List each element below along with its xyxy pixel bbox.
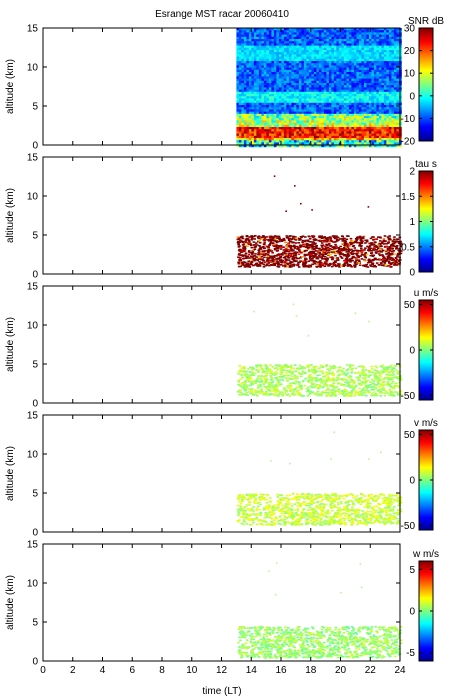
colorbar-label: tau s — [415, 159, 437, 170]
y-tick-label: 15 — [27, 153, 39, 164]
colorbar-tick-label: 1 — [409, 217, 415, 228]
y-tick-label: 10 — [27, 63, 39, 74]
heatmap-cells — [236, 28, 402, 148]
x-axis-label: time (LT) — [202, 686, 241, 697]
colorbar-tick-label: 1.5 — [401, 192, 415, 203]
colorbar-tick-label: 20 — [404, 46, 416, 57]
y-tick-label: 0 — [32, 141, 38, 152]
colorbar-tick-label: 0 — [409, 346, 415, 357]
colorbar-label: w m/s — [412, 549, 439, 560]
y-tick-label: 10 — [27, 579, 39, 590]
colorbar-tick-label: -50 — [401, 391, 416, 402]
colorbar-tick-label: -10 — [401, 114, 416, 125]
x-tick-label: 4 — [100, 665, 106, 676]
y-axis-label: altitude (km) — [5, 575, 16, 630]
colorbar-tick-label: 0 — [409, 476, 415, 487]
panel-3: 0 5 10 15 altitude (km) u m/s50 0 -50 — [5, 282, 438, 410]
colorbar-tick-label: 0 — [409, 607, 415, 618]
x-tick-label: 24 — [394, 665, 406, 676]
figure-title: Esrange MST racar 20060410 — [155, 9, 289, 20]
heatmap-cells — [237, 303, 403, 397]
x-tick-label: 10 — [186, 665, 198, 676]
colorbar — [418, 27, 434, 142]
colorbar-tick-label: -5 — [406, 648, 415, 659]
heatmap-cells — [236, 175, 403, 268]
x-tick-label: 16 — [275, 665, 287, 676]
x-tick-label: 6 — [129, 665, 135, 676]
y-tick-label: 0 — [32, 270, 38, 281]
x-tick-label: 20 — [335, 665, 347, 676]
x-tick-label: 0 — [40, 665, 46, 676]
y-tick-label: 0 — [32, 528, 38, 539]
y-tick-label: 0 — [32, 399, 38, 410]
y-axis-label: altitude (km) — [5, 188, 16, 243]
y-tick-label: 5 — [32, 360, 38, 371]
x-tick-label: 12 — [216, 665, 228, 676]
x-tick-label: 14 — [246, 665, 258, 676]
panel-4: 0 5 10 15 altitude (km) v m/s50 0 -50 — [5, 411, 438, 539]
y-tick-label: 10 — [27, 321, 39, 332]
colorbar-tick-label: 50 — [404, 430, 416, 441]
colorbar-tick-label: 0.5 — [401, 242, 415, 253]
y-tick-label: 10 — [27, 192, 39, 203]
y-tick-label: 15 — [27, 282, 39, 293]
colorbar-tick-label: 10 — [404, 69, 416, 80]
colorbar-tick-label: 30 — [404, 24, 416, 35]
y-tick-label: 5 — [32, 231, 38, 242]
panel-2: 0 5 10 15 altitude (km) tau s2 1.5 1 0.5 0 — [5, 153, 437, 281]
y-tick-label: 5 — [32, 618, 38, 629]
colorbar-label: SNR dB — [408, 16, 444, 27]
x-tick-label: 8 — [159, 665, 165, 676]
heatmap-cells — [236, 431, 403, 526]
colorbar-tick-label: -20 — [401, 137, 416, 148]
x-tick-label: 18 — [305, 665, 317, 676]
y-axis-label: altitude (km) — [5, 446, 16, 501]
colorbar-tick-label: 0 — [409, 91, 415, 102]
colorbar-tick-label: 5 — [409, 565, 415, 576]
y-axis-label: altitude (km) — [5, 317, 16, 372]
x-tick-label: 2 — [70, 665, 76, 676]
colorbar-tick-label: 2 — [409, 167, 415, 178]
colorbar-tick-label: -50 — [401, 521, 416, 532]
y-axis-label: altitude (km) — [5, 59, 16, 114]
y-tick-label: 15 — [27, 411, 39, 422]
y-tick-label: 15 — [27, 540, 39, 551]
colorbar-tick-label: 0 — [409, 268, 415, 279]
y-tick-label: 5 — [32, 489, 38, 500]
colorbar-tick-label: 50 — [404, 300, 416, 311]
colorbar-label: v m/s — [414, 418, 438, 429]
heatmap-cells — [237, 562, 403, 659]
y-tick-label: 0 — [32, 657, 38, 668]
y-tick-label: 5 — [32, 102, 38, 113]
y-tick-label: 15 — [27, 24, 39, 35]
y-tick-label: 10 — [27, 450, 39, 461]
colorbar-label: u m/s — [414, 288, 438, 299]
x-tick-label: 22 — [365, 665, 377, 676]
